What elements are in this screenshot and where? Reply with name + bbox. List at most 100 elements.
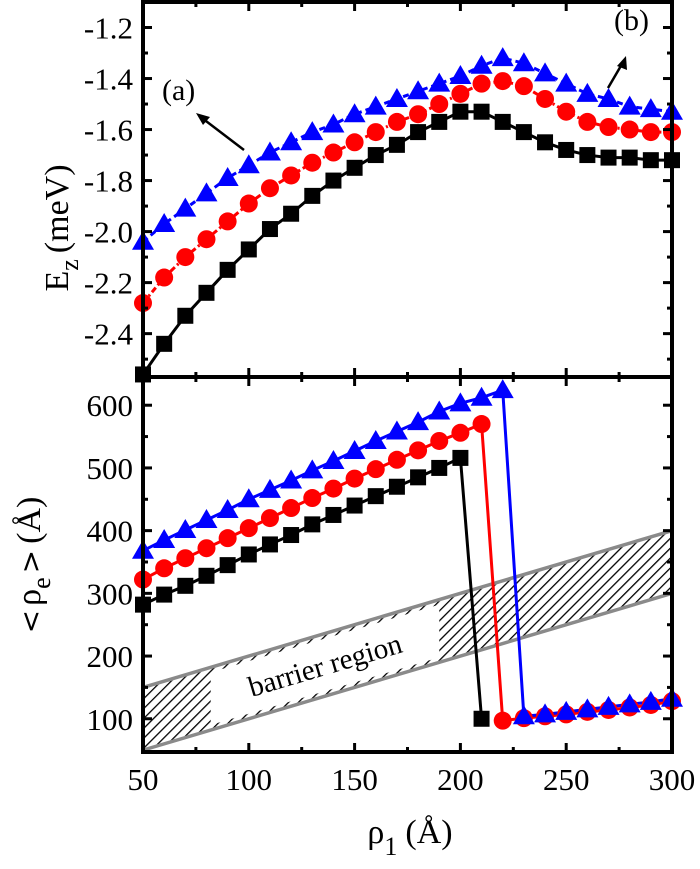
annotation-b-arrowhead <box>617 56 627 70</box>
x-axis-title: ρ1 (Å) <box>367 814 452 861</box>
barrier-region-lower-edge <box>142 591 673 752</box>
bottom-triangles-marker <box>470 386 493 406</box>
bottom-triangles-marker <box>555 700 578 720</box>
top-squares-marker <box>283 205 300 222</box>
bottom-triangles-marker <box>428 400 451 420</box>
top-circles-marker <box>472 74 491 93</box>
bottom-circles-marker <box>239 519 258 538</box>
top-triangles-marker <box>512 52 535 72</box>
bottom-circles-marker <box>409 441 428 460</box>
top-circles-marker <box>578 112 597 131</box>
top-squares-marker <box>621 149 638 166</box>
bottom-triangles-marker <box>258 478 281 498</box>
top-squares-marker <box>325 172 342 189</box>
top-triangles-marker <box>174 197 197 217</box>
top-circles-marker <box>409 105 428 124</box>
bottom-y-axis-title: <ρe>(Å) <box>11 497 56 634</box>
top-circles-marker <box>536 89 555 108</box>
y-tick-label: -1.4 <box>84 62 134 97</box>
top-circles-marker <box>387 112 406 131</box>
bottom-triangles-marker <box>639 690 662 710</box>
bottom-circles-marker <box>260 509 279 528</box>
top-circles-marker <box>366 123 385 142</box>
bottom-squares-marker <box>410 469 427 486</box>
barrier-region-label-background <box>210 604 440 726</box>
bottom-triangles-marker <box>237 488 260 508</box>
top-squares-marker <box>410 124 427 141</box>
bottom-squares-marker <box>473 710 490 727</box>
top-triangles-marker <box>385 87 408 107</box>
top-circles-marker <box>218 212 237 231</box>
bottom-circles-marker <box>366 460 385 479</box>
top-squares-marker <box>558 141 575 158</box>
top-squares-marker <box>473 103 490 120</box>
top-squares-marker <box>367 147 384 164</box>
x-tick-label: 250 <box>543 762 590 797</box>
top-squares-marker <box>494 113 511 130</box>
top-squares-marker <box>642 152 659 169</box>
top-squares-marker <box>156 335 173 352</box>
top-triangles-marker <box>449 64 472 84</box>
top-circles-marker <box>430 95 449 114</box>
bottom-circles-marker <box>345 469 364 488</box>
bottom-triangles-marker <box>597 695 620 715</box>
top-triangles-marker <box>322 113 345 133</box>
bottom-plot-frame <box>141 375 674 754</box>
top-squares-marker <box>515 124 532 141</box>
bottom-circles-marker <box>493 711 512 730</box>
top-circles-marker <box>282 166 301 185</box>
bottom-triangles-marker <box>195 508 218 528</box>
top-circles-marker <box>620 120 639 139</box>
y-tick-label: -1.2 <box>84 11 133 46</box>
bottom-squares-marker <box>240 546 257 563</box>
top-circles-marker <box>493 72 512 91</box>
bottom-triangles-marker <box>534 703 557 723</box>
bottom-circles-marker <box>197 539 216 558</box>
y-tick-label: 500 <box>87 451 134 486</box>
bottom-circles-marker <box>176 549 195 568</box>
top-triangles-marker <box>280 131 303 151</box>
top-squares-marker <box>304 187 321 204</box>
bottom-squares-marker <box>198 567 215 584</box>
top-triangles-marker <box>428 72 451 92</box>
bottom-triangles-marker <box>618 693 641 713</box>
x-tick-label: 200 <box>437 762 484 797</box>
top-circles-marker <box>324 143 343 162</box>
bottom-circles-marker <box>472 415 491 434</box>
top-squares-marker <box>452 103 469 120</box>
top-triangles-marker <box>301 121 324 141</box>
top-y-axis-title: Ez(meV) <box>39 164 84 291</box>
bottom-squares-marker <box>452 449 469 466</box>
bottom-squares-marker <box>283 527 300 544</box>
bottom-triangles-marker <box>364 429 387 449</box>
top-squares-marker <box>346 159 363 176</box>
top-squares-marker <box>600 149 617 166</box>
top-panel: -2.4 -2.2 -2.0 -1.8 -1.6 -1.4 -1.2 Ez(meV) (a)… <box>39 2 683 383</box>
bottom-circles-marker <box>430 431 449 450</box>
top-triangles-marker <box>555 72 578 92</box>
top-plot-frame <box>141 0 674 379</box>
y-tick-label: -2.4 <box>84 317 134 352</box>
bottom-triangles-marker <box>174 519 197 539</box>
top-squares-marker <box>177 307 194 324</box>
top-triangles-marker <box>597 87 620 107</box>
bottom-squares-marker <box>304 516 321 533</box>
bottom-squares-marker <box>325 506 342 523</box>
bottom-squares-marker <box>261 536 278 553</box>
annotation-a-arrowhead <box>196 113 210 125</box>
top-squares-marker <box>537 134 554 151</box>
bottom-triangles-marker <box>280 469 303 489</box>
top-circles-marker <box>451 84 470 103</box>
bottom-squares-marker <box>156 586 173 603</box>
top-circles-marker <box>303 153 322 172</box>
bottom-triangles-marker <box>322 450 345 470</box>
bottom-circles-marker <box>155 559 174 578</box>
y-tick-label: -2.2 <box>84 266 133 301</box>
x-tick-label: 100 <box>226 762 273 797</box>
bottom-triangles-marker <box>385 420 408 440</box>
bottom-x-ticks: 50 100 150 200 250 300 <box>128 377 695 797</box>
top-triangles-marker <box>258 141 281 161</box>
x-tick-label: 150 <box>331 762 378 797</box>
top-triangles-marker <box>576 82 599 102</box>
